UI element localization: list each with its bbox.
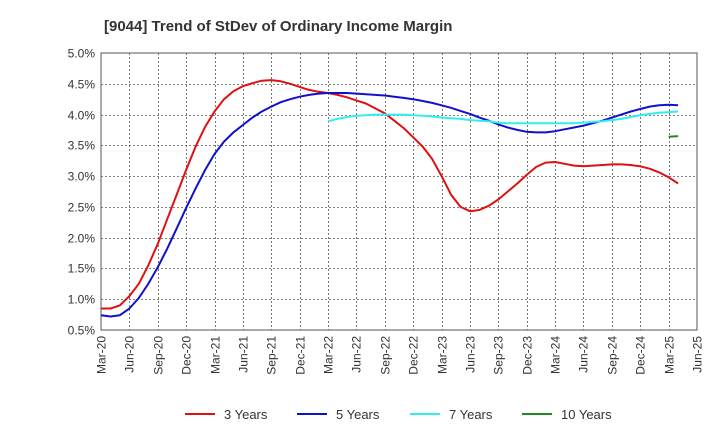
y-tick-label: 3.0% [68,170,96,184]
x-tick-label: Sep-23 [492,336,506,375]
y-tick-label: 1.5% [68,262,96,276]
series-lines [100,79,679,318]
legend: 3 Years 5 Years 7 Years 10 Years [185,407,612,422]
x-tick-label: Mar-22 [322,336,336,374]
x-tick-label: Jun-24 [577,336,591,373]
y-tick-label: 3.5% [68,139,96,153]
x-tick-label: Dec-22 [407,336,421,375]
series-line [668,135,679,138]
x-tick-label: Sep-20 [152,336,166,375]
series-line [100,92,679,318]
x-tick-label: Jun-25 [691,336,705,373]
y-tick-label: 5.0% [68,47,96,61]
x-tick-label: Dec-24 [634,336,648,375]
series-line [101,79,679,310]
x-tick-label: Mar-21 [209,336,223,374]
plot-frame [100,52,698,331]
gridlines [101,53,697,330]
x-tick-label: Dec-21 [294,336,308,375]
x-tick-label: Mar-23 [436,336,450,374]
axes: 0.5% 1.0% 1.5% 2.0% 2.5% 3.0% 3.5% 4.0% 4.5% 5.0%… [68,47,705,375]
x-tick-label: Jun-22 [350,336,364,373]
y-tick-label: 2.0% [68,232,96,246]
x-tick-label: Sep-24 [606,336,620,375]
x-tick-label: Jun-20 [123,336,137,373]
legend-label: 3 Years [224,407,268,422]
x-tick-label: Mar-25 [663,336,677,374]
legend-label: 10 Years [561,407,612,422]
y-tick-label: 1.0% [68,293,96,307]
y-tick-label: 2.5% [68,201,96,215]
legend-label: 7 Years [449,407,493,422]
x-tick-label: Dec-20 [180,336,194,375]
x-tick-label: Mar-24 [549,336,563,374]
chart-title: [9044] Trend of StDev of Ordinary Income… [104,18,452,35]
x-tick-label: Mar-20 [95,336,109,374]
y-tick-label: 4.5% [68,78,96,92]
x-tick-label: Sep-21 [265,336,279,375]
series-line [327,110,679,125]
x-tick-label: Jun-23 [464,336,478,373]
x-tick-label: Jun-21 [237,336,251,373]
y-tick-label: 0.5% [68,324,96,338]
legend-label: 5 Years [336,407,380,422]
x-tick-label: Sep-22 [379,336,393,375]
x-tick-label: Dec-23 [521,336,535,375]
y-tick-label: 4.0% [68,109,96,123]
